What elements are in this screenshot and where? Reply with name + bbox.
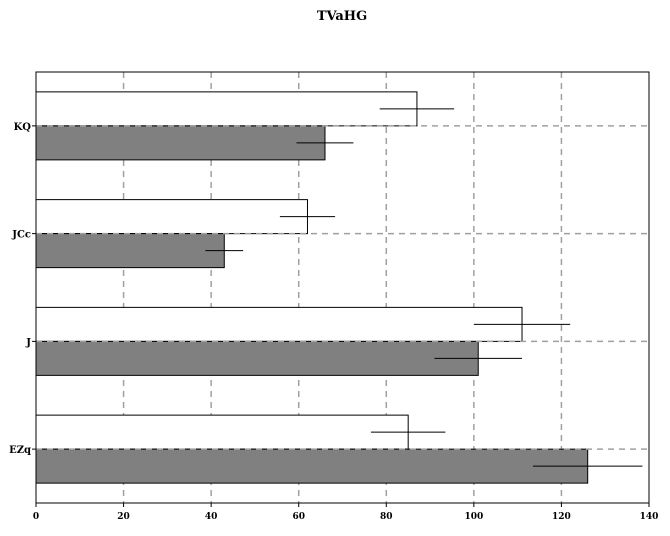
bar	[35, 414, 409, 450]
y-tick-label: EZq	[9, 445, 31, 456]
x-tick-label: 120	[552, 512, 571, 522]
x-tick-label: 0	[33, 512, 39, 522]
bar	[35, 125, 326, 161]
chart-title: TVaHG	[316, 9, 368, 24]
x-tick-label: 140	[640, 512, 659, 522]
y-tick-label: J	[25, 337, 31, 348]
bar	[35, 306, 523, 342]
bar	[35, 233, 225, 269]
x-tick-label: 100	[464, 512, 483, 522]
bar	[35, 448, 589, 484]
plot-frame	[35, 71, 650, 504]
x-tick-label: 80	[380, 512, 393, 522]
y-tick-label: KQ	[14, 122, 32, 133]
y-tick-label: JCc	[11, 230, 31, 241]
x-tick-label: 40	[205, 512, 218, 522]
x-tick-label: 20	[117, 512, 130, 522]
bar	[35, 199, 308, 235]
x-tick-label: 60	[292, 512, 305, 522]
bar	[35, 340, 479, 376]
bar	[35, 91, 418, 127]
